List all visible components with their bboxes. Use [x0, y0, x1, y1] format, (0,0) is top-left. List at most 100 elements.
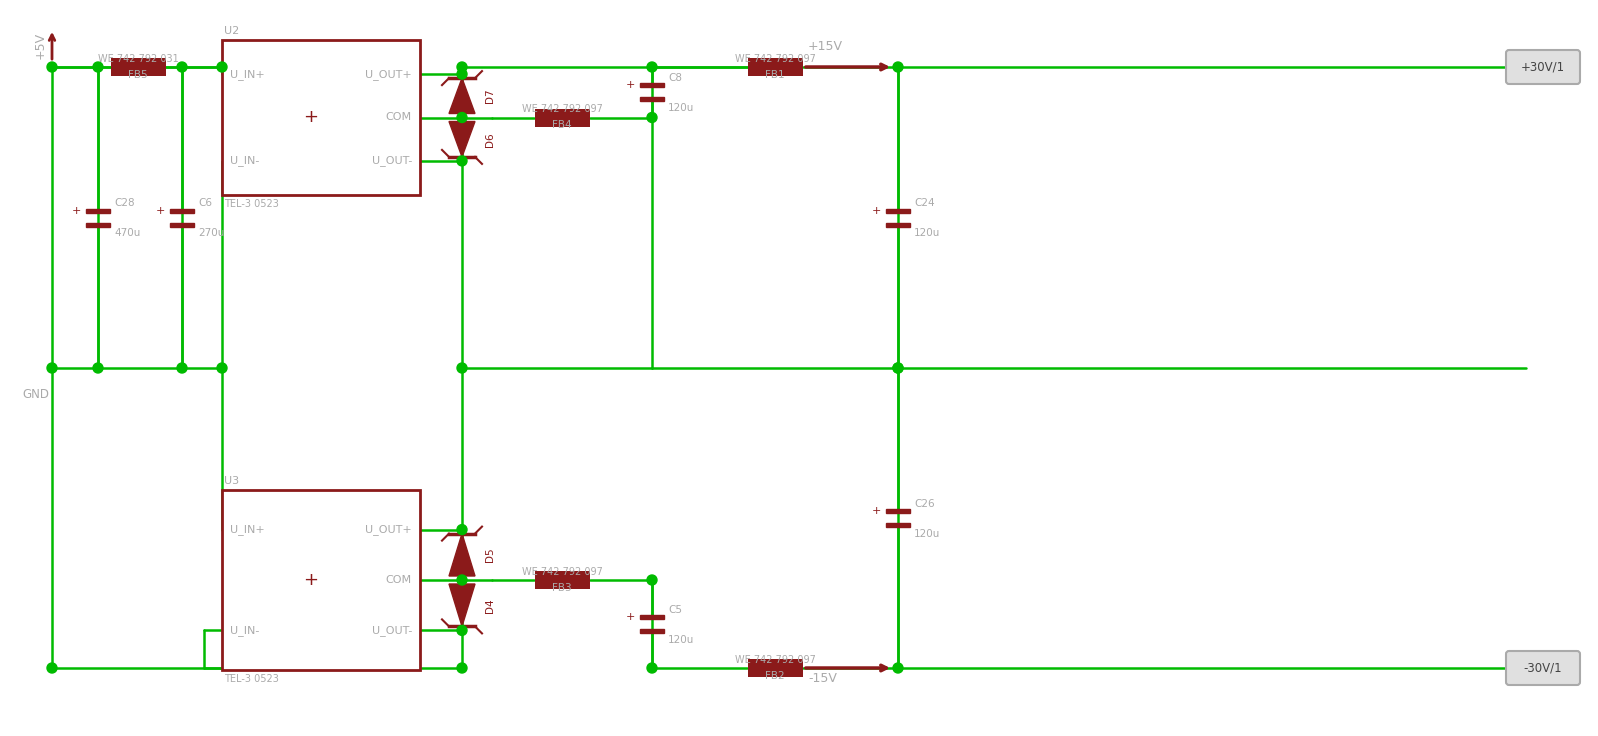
Bar [169, 222, 193, 227]
Text: +: + [304, 108, 318, 127]
Circle shape [457, 113, 467, 122]
Bar [86, 222, 110, 227]
Circle shape [457, 575, 467, 585]
Text: 120u: 120u [914, 529, 940, 539]
Text: TEL-3 0523: TEL-3 0523 [224, 199, 280, 209]
Bar [110, 58, 166, 76]
Text: 120u: 120u [668, 635, 695, 645]
Text: C26: C26 [914, 499, 935, 509]
Circle shape [457, 69, 467, 79]
Text: U_IN-: U_IN- [230, 625, 259, 636]
Bar [169, 208, 193, 213]
Bar [534, 571, 590, 589]
Text: 120u: 120u [668, 103, 695, 113]
Text: U_OUT-: U_OUT- [372, 625, 412, 636]
Text: FB5: FB5 [128, 70, 147, 80]
Bar [885, 222, 909, 227]
Bar [885, 208, 909, 213]
Bar [86, 208, 110, 213]
Circle shape [457, 62, 467, 72]
Text: C6: C6 [198, 199, 213, 208]
Text: GND: GND [22, 388, 50, 401]
Circle shape [217, 62, 227, 72]
Bar [885, 523, 909, 527]
Text: -15V: -15V [809, 672, 837, 685]
Text: +: + [626, 612, 634, 622]
Text: WE 742 792 097: WE 742 792 097 [521, 105, 602, 115]
Text: +: + [871, 506, 880, 516]
Text: FB2: FB2 [765, 671, 785, 681]
Bar [222, 40, 420, 195]
Text: +: + [72, 205, 81, 216]
Text: C24: C24 [914, 199, 935, 208]
FancyBboxPatch shape [1505, 651, 1580, 685]
Text: U2: U2 [224, 26, 240, 36]
Text: FB4: FB4 [553, 121, 572, 130]
Circle shape [893, 62, 903, 72]
Bar [885, 509, 909, 513]
Text: WE 742 792 097: WE 742 792 097 [735, 54, 815, 64]
Text: WE 742 792 097: WE 742 792 097 [735, 655, 815, 665]
Text: COM: COM [385, 113, 412, 122]
Bar [748, 659, 802, 677]
Circle shape [46, 62, 58, 72]
Circle shape [177, 363, 187, 373]
Text: U_OUT+: U_OUT+ [366, 524, 412, 535]
Circle shape [893, 363, 903, 373]
Bar [641, 97, 665, 102]
Polygon shape [449, 534, 475, 576]
Text: +: + [626, 80, 634, 91]
Text: +30V/1: +30V/1 [1521, 60, 1564, 74]
Text: U_OUT+: U_OUT+ [366, 68, 412, 79]
Circle shape [457, 525, 467, 534]
Text: +: + [304, 571, 318, 589]
Polygon shape [449, 78, 475, 113]
Text: U_IN-: U_IN- [230, 155, 259, 166]
Circle shape [893, 363, 903, 373]
Bar [641, 629, 665, 633]
Bar [641, 83, 665, 88]
Text: -30V/1: -30V/1 [1523, 662, 1563, 674]
Circle shape [177, 62, 187, 72]
Text: +15V: +15V [809, 40, 844, 53]
Text: FB1: FB1 [765, 70, 785, 80]
Bar [534, 108, 590, 127]
Text: U_IN+: U_IN+ [230, 524, 265, 535]
Circle shape [217, 363, 227, 373]
Circle shape [457, 363, 467, 373]
Polygon shape [449, 121, 475, 157]
Text: 270u: 270u [198, 228, 224, 238]
Bar [222, 490, 420, 670]
Circle shape [647, 663, 657, 673]
Text: C5: C5 [668, 605, 682, 615]
Polygon shape [449, 584, 475, 626]
Circle shape [46, 663, 58, 673]
Text: +: + [871, 205, 880, 216]
Text: U3: U3 [224, 476, 240, 486]
Text: +5V: +5V [34, 32, 46, 59]
Bar [748, 58, 802, 76]
Text: D6: D6 [486, 132, 495, 146]
Circle shape [93, 363, 102, 373]
Text: 120u: 120u [914, 228, 940, 238]
Text: U_IN+: U_IN+ [230, 68, 265, 79]
Circle shape [893, 663, 903, 673]
FancyBboxPatch shape [1505, 50, 1580, 84]
Text: D4: D4 [486, 598, 495, 612]
Text: WE 742 792 031: WE 742 792 031 [97, 54, 179, 64]
Text: +: + [155, 205, 165, 216]
Circle shape [457, 663, 467, 673]
Circle shape [647, 62, 657, 72]
Circle shape [647, 113, 657, 122]
Text: U_OUT-: U_OUT- [372, 155, 412, 166]
Circle shape [457, 626, 467, 635]
Circle shape [93, 62, 102, 72]
Text: COM: COM [385, 575, 412, 585]
Text: D5: D5 [486, 548, 495, 562]
Circle shape [647, 575, 657, 585]
Text: D7: D7 [486, 88, 495, 103]
Text: TEL-3 0523: TEL-3 0523 [224, 674, 280, 684]
Circle shape [46, 363, 58, 373]
Text: 470u: 470u [113, 228, 141, 238]
Bar [641, 615, 665, 619]
